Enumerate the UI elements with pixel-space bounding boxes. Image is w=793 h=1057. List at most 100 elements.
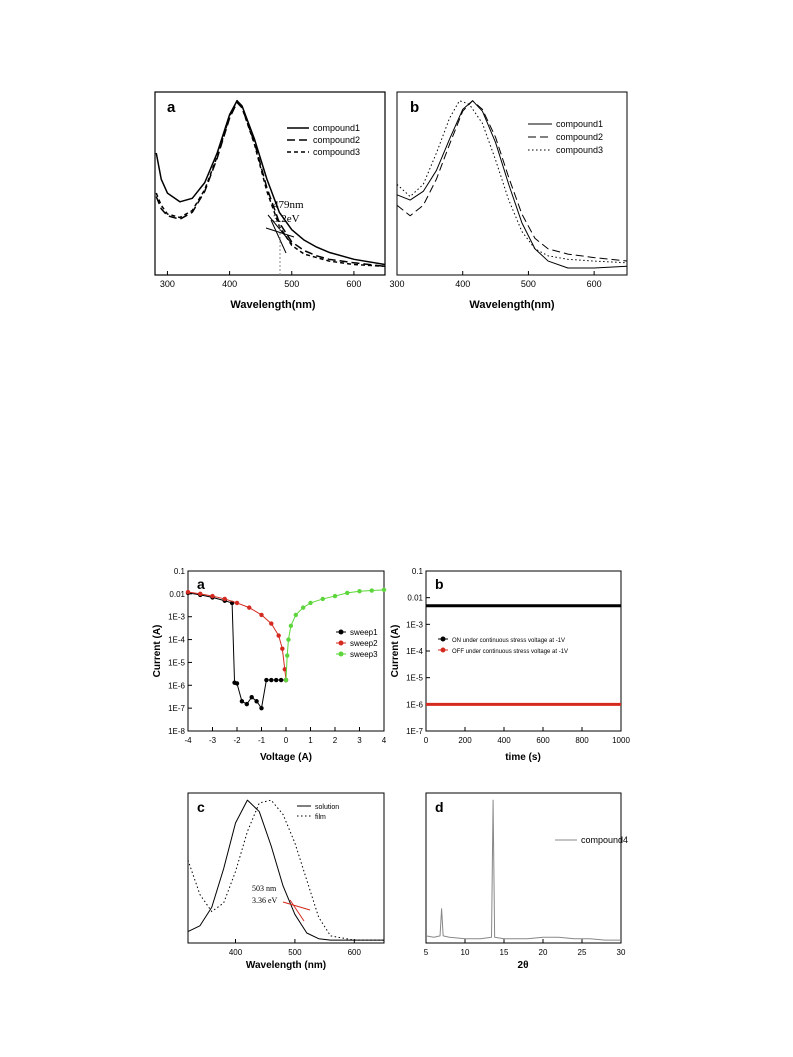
- x-tick-label: 600: [536, 736, 550, 745]
- tangent-lines: [265, 214, 295, 275]
- series-line: [425, 799, 621, 941]
- panel-label: a: [197, 576, 205, 592]
- data-point: [247, 605, 252, 610]
- y-tick-label: 1E-4: [168, 636, 185, 645]
- legend-label: compound1: [556, 119, 603, 129]
- tick-group: 0 200 400 600 800 1000 1E-7 1E-6 1E-5 1E-4 1E-3 0.0…: [406, 567, 630, 745]
- x-tick-label: 200: [458, 736, 472, 745]
- tangent-line: [270, 219, 287, 254]
- x-tick-label: 4: [382, 736, 387, 745]
- data-point: [234, 600, 240, 606]
- x-tick-label: -1: [258, 736, 266, 745]
- data-point: [283, 677, 289, 683]
- legend: compound1 compound2 compound3: [528, 119, 603, 155]
- data-point: [185, 589, 191, 595]
- x-tick-group: 5 10 15 20 25 30: [424, 939, 626, 957]
- x-tick-label: 500: [521, 279, 536, 289]
- panel-label: a: [167, 99, 176, 116]
- legend: ON under continuous stress voltage at -1…: [438, 636, 568, 655]
- legend: compound4: [555, 835, 628, 845]
- x-tick-label: 3: [357, 736, 362, 745]
- panel-label: d: [435, 799, 444, 815]
- legend-label: OFF under continuous stress voltage at -…: [452, 649, 568, 655]
- data-point: [210, 593, 215, 599]
- x-tick-group: 400 500 600: [229, 939, 362, 957]
- data-point: [286, 637, 291, 642]
- x-tick-label: 400: [222, 279, 237, 289]
- x-tick-label: 0: [424, 736, 429, 745]
- x-axis-label: 2θ: [518, 960, 529, 971]
- y-tick-label: 0.1: [412, 567, 424, 576]
- series-line: [187, 592, 286, 710]
- y-tick-label: 0.01: [169, 590, 185, 599]
- data-point: [234, 681, 240, 686]
- y-tick-label: 1E-5: [168, 658, 185, 667]
- series-line: [155, 99, 386, 268]
- x-tick-label: 5: [424, 948, 429, 957]
- series-line: [396, 100, 628, 269]
- x-tick-label: 15: [500, 948, 509, 957]
- x-tick-label: 1000: [612, 736, 630, 745]
- data-point: [293, 612, 298, 618]
- x-tick-label: -4: [184, 736, 192, 745]
- annotation-energy: 3.36 eV: [252, 896, 278, 905]
- y-tick-label: 1E-8: [168, 727, 185, 736]
- x-axis-label: Voltage (A): [260, 752, 312, 763]
- legend-marker: [440, 636, 446, 642]
- plot-frame: [187, 792, 385, 944]
- legend-marker: [338, 629, 344, 635]
- absorption-panel-a: a 300 400 500 600 479nm 3.2eV compound1comp…: [154, 91, 386, 311]
- legend-label: compound4: [581, 835, 628, 845]
- data-point: [269, 621, 274, 626]
- x-axis-label: Wavelength (nm): [246, 960, 326, 971]
- x-tick-label: 600: [587, 279, 602, 289]
- series-group: [396, 100, 628, 269]
- data-point: [264, 677, 269, 683]
- y-tick-label: 1E-7: [168, 704, 185, 713]
- data-point: [259, 705, 264, 711]
- data-point: [381, 587, 387, 593]
- series-line: [396, 100, 628, 262]
- data-point: [278, 677, 284, 683]
- data-point: [244, 701, 249, 707]
- retention-panel-b: b 0 200 400 600 800 10001E-71E-61E-51E-41E-30…: [390, 567, 630, 763]
- series-line: [187, 799, 384, 941]
- emission-panel-b: b 300 400 500 600 compound1compound2compoun…: [389, 91, 628, 311]
- data-point: [282, 667, 287, 672]
- y-tick-label: 1E-6: [406, 700, 423, 709]
- series-line: [187, 591, 287, 681]
- data-point: [276, 633, 281, 638]
- x-tick-group: 300 400 500 600: [389, 271, 602, 289]
- x-axis-label: time (s): [505, 752, 541, 763]
- annotation-wavelength: 503 nm: [252, 884, 277, 893]
- series-line: [155, 99, 386, 266]
- legend-marker: [440, 647, 446, 653]
- data-point: [308, 600, 313, 606]
- legend-label: compound2: [556, 132, 603, 142]
- series-group: [425, 799, 621, 941]
- data-point: [280, 646, 285, 651]
- data-point: [357, 589, 362, 594]
- x-tick-label: 30: [617, 948, 626, 957]
- legend: sweep1 sweep2 sweep3: [336, 628, 378, 659]
- legend-label: ON under continuous stress voltage at -1…: [452, 638, 565, 644]
- plot-frame: [396, 91, 628, 276]
- legend-label: compound3: [556, 145, 603, 155]
- data-point: [222, 596, 227, 602]
- data-point: [249, 695, 254, 700]
- x-tick-label: 400: [497, 736, 511, 745]
- tangent-line: [282, 901, 311, 911]
- y-tick-label: 1E-5: [406, 674, 423, 683]
- tangent-line: [289, 899, 305, 922]
- data-point: [369, 588, 374, 593]
- data-point: [259, 612, 264, 618]
- series-line: [396, 100, 628, 264]
- iv-curve-panel-a: a -4 -3 -2 -1 0 1 2 3 4 1E-8 1E-7 1E-6 1E-5 1E-4 1E-3 0…: [152, 567, 387, 763]
- panel-label: c: [197, 799, 205, 815]
- y-tick-label: 1E-3: [406, 620, 423, 629]
- legend: compound1 compound2 compound3: [287, 123, 360, 157]
- y-tick-label: 1E-4: [406, 647, 423, 656]
- legend-marker: [338, 640, 344, 646]
- data-point: [300, 605, 306, 610]
- legend-label: compound1: [313, 123, 360, 133]
